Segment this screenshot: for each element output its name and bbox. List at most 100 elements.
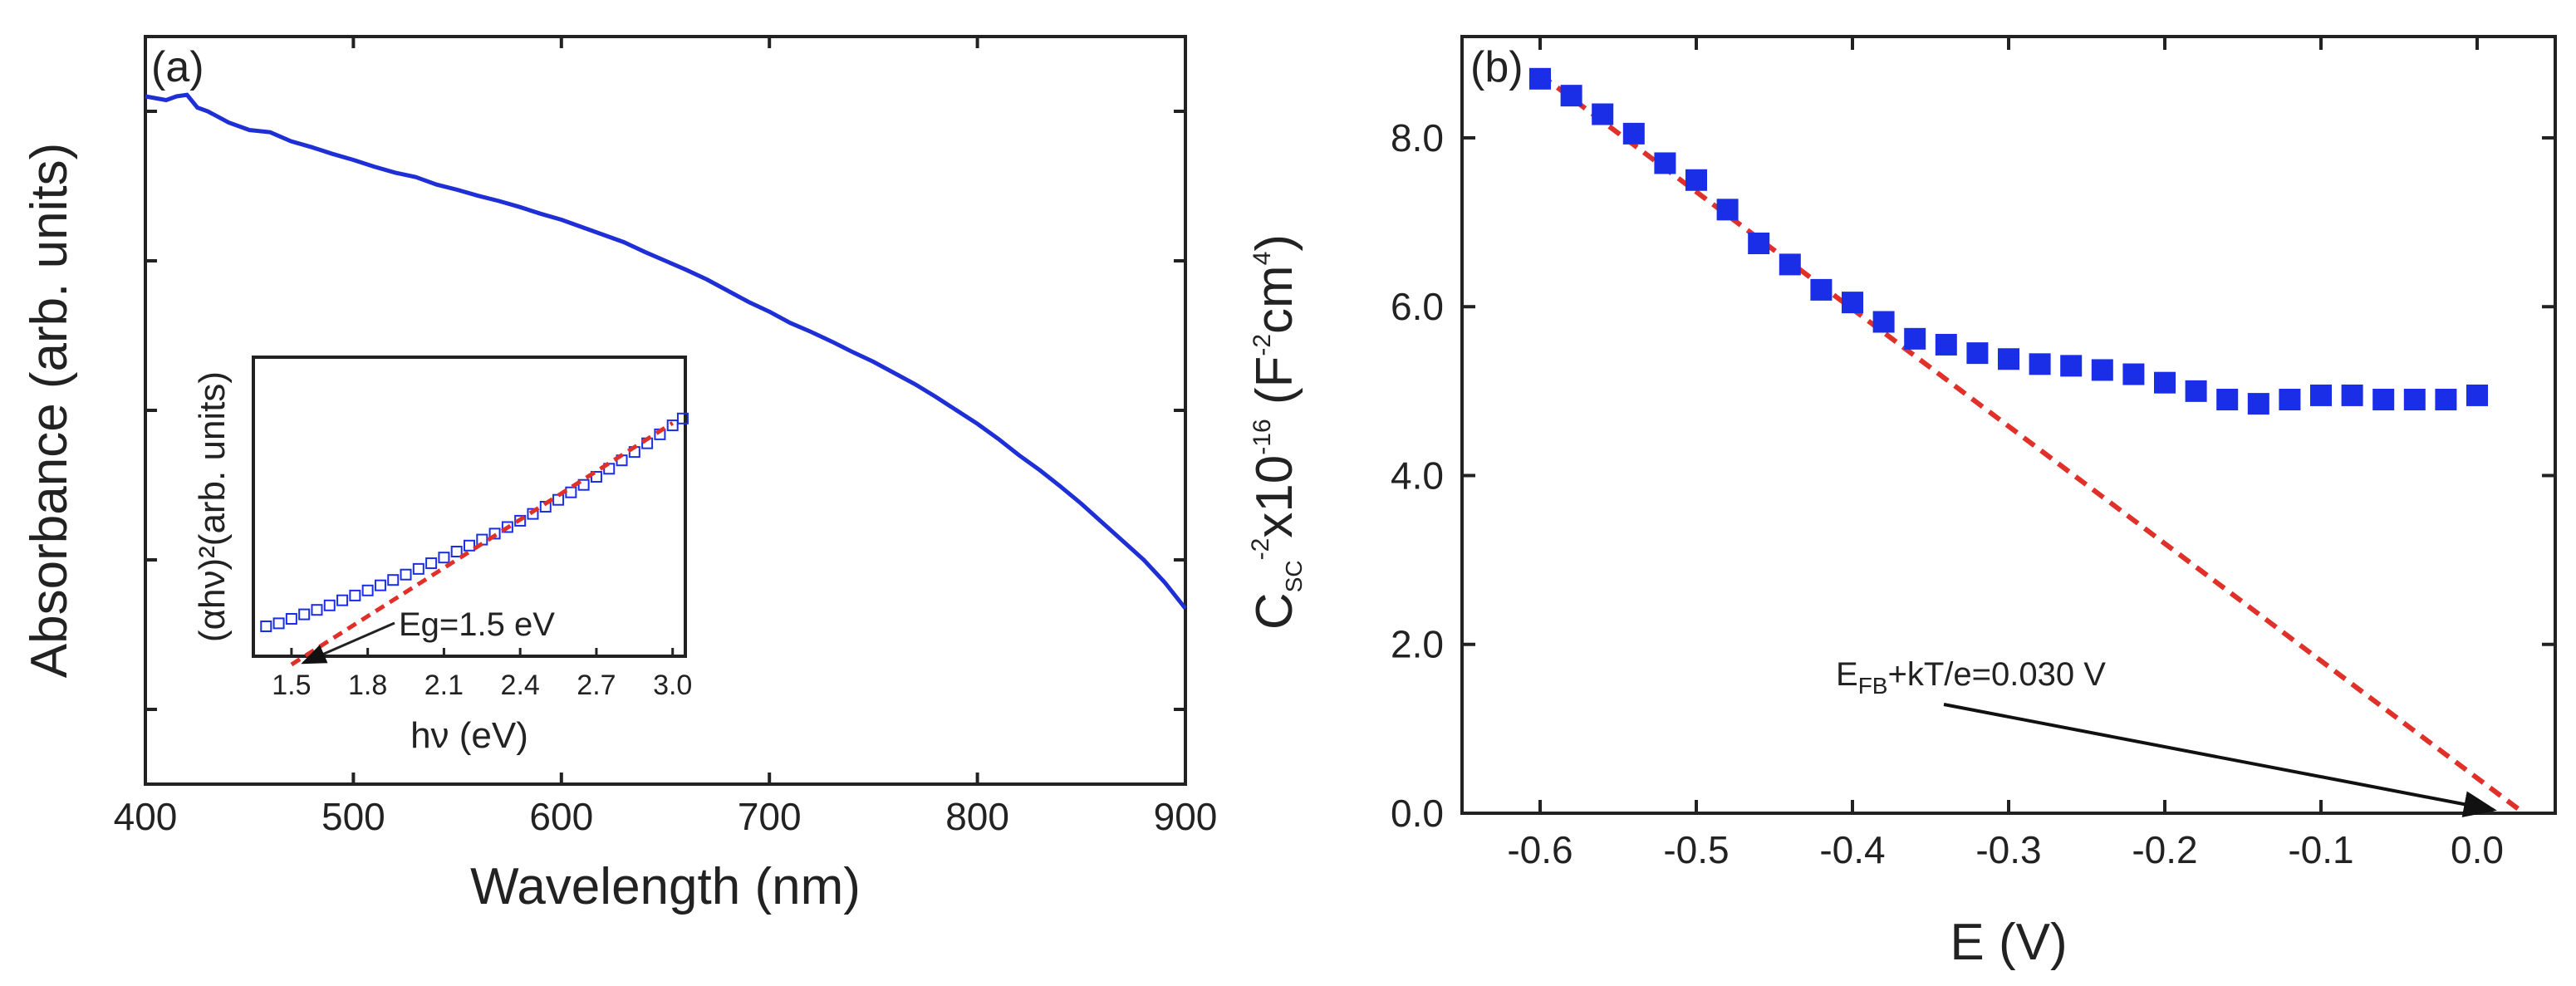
panel-b-x-tick-label: -0.1 (2288, 828, 2353, 871)
panel-b-point (1654, 152, 1676, 174)
panel-b-point (2466, 384, 2488, 406)
panel-b-x-tick-label: -0.3 (1975, 828, 2041, 871)
panel-b-fit-line (1538, 72, 2526, 816)
inset-y-label: (αhν)²(arb. units) (192, 371, 233, 642)
inset-point (349, 589, 361, 601)
panel-b-x-tick-label: 0.0 (2451, 828, 2504, 871)
panel-b-y-ticks: 0.0 2.0 4.0 6.0 8.0 (1391, 116, 2555, 835)
inset-point (676, 412, 689, 424)
panel-a-x-tick-label: 900 (1154, 795, 1218, 838)
panel-b-x-tick-label: -0.2 (2132, 828, 2197, 871)
panel-a-y-label: Absorbance (arb. units) (21, 143, 78, 678)
panel-b-point (1592, 103, 1614, 125)
panel-b-data-points (1529, 67, 2488, 415)
panel-a-x-tick-label: 400 (114, 795, 178, 838)
panel-a-absorbance-line (145, 92, 1187, 611)
inset-point (464, 539, 475, 552)
inset-point (387, 574, 400, 586)
inset-point (527, 508, 539, 520)
inset-data-points (260, 412, 689, 632)
panel-a-x-tick-label: 600 (529, 795, 593, 838)
panel-b-x-tick-label: -0.4 (1819, 828, 1885, 871)
inset-x-tick-label: 2.7 (577, 670, 616, 701)
inset-point (450, 546, 463, 557)
panel-b-point (1966, 342, 1989, 365)
panel-b-point (1998, 348, 2019, 370)
inset-x-ticks: 1.5 1.8 2.1 2.4 2.7 3.0 (272, 648, 692, 701)
panel-b-point (1810, 278, 1833, 301)
inset-point (400, 568, 412, 581)
inset-point (552, 493, 565, 506)
panel-b-point (1748, 232, 1770, 254)
inset-x-tick-label: 1.5 (272, 670, 311, 701)
inset-fit-line (290, 421, 675, 667)
panel-b-y-tick-label: 6.0 (1391, 285, 1444, 328)
panel-b-point (1935, 333, 1957, 356)
panel-b-point (2341, 384, 2363, 406)
panel-b-y-tick-label: 8.0 (1391, 116, 1444, 159)
panel-b-arrow (1943, 703, 2497, 817)
inset-x-tick-label: 2.4 (501, 670, 540, 701)
inset-annotation: Eg=1.5 eV (399, 606, 555, 643)
panel-a-x-tick-label: 700 (738, 795, 802, 838)
panel-a-x-tick-label: 500 (321, 795, 385, 838)
panel-b-point (2216, 389, 2239, 411)
inset-point (488, 527, 501, 540)
inset-point (361, 584, 374, 596)
panel-b-point (1560, 85, 1582, 107)
panel-a-x-label: Wavelength (nm) (470, 858, 861, 915)
inset-point (260, 621, 272, 632)
panel-b-point (1622, 122, 1645, 145)
panel-b-point (1779, 253, 1801, 276)
panel-a-label: (a) (151, 43, 204, 91)
inset-point (285, 613, 297, 625)
panel-b-point (2154, 371, 2176, 394)
panel-a-inset: 1.5 1.8 2.1 2.4 2.7 3.0 Eg=1.5 eV hν (eV) (αh… (192, 356, 692, 756)
panel-b-point (2403, 389, 2426, 411)
inset-arrow (301, 621, 395, 665)
panel-b-y-tick-label: 2.0 (1391, 623, 1444, 666)
panel-b-point (1529, 67, 1551, 90)
panel-b-point (1842, 292, 1863, 314)
panel-b-x-tick-label: -0.5 (1663, 828, 1729, 871)
panel-a-x-ticks: 400 500 600 700 800 900 (114, 37, 1218, 838)
inset-point (666, 419, 679, 432)
panel-b-label: (b) (1470, 43, 1524, 91)
inset-point (374, 579, 386, 591)
inset-point (272, 617, 285, 630)
panel-b-annotation: EFB+kT/e=0.030 V (1836, 656, 2106, 699)
panel-b-x-label: E (V) (1950, 914, 2067, 971)
panel-b-y-label: CSC-2x10-16 (F-2cm4) (1246, 234, 1307, 630)
panel-b-point (2247, 393, 2269, 415)
panel-b-point (1872, 311, 1895, 333)
panel-b-y-tick-label: 4.0 (1391, 454, 1444, 497)
inset-x-tick-label: 3.0 (653, 670, 692, 701)
panel-b-point (2372, 389, 2395, 411)
inset-point (298, 608, 311, 621)
inset-x-label: hν (eV) (410, 715, 528, 756)
inset-point (476, 533, 488, 546)
inset-frame (252, 356, 687, 658)
panel-b-point (1685, 169, 1707, 191)
panel-b-x-tick-label: -0.6 (1507, 828, 1573, 871)
inset-point (565, 486, 577, 498)
inset-point (501, 521, 513, 533)
inset-x-tick-label: 1.8 (348, 670, 387, 701)
inset-point (425, 557, 438, 570)
panel-b: -0.6 -0.5 -0.4 -0.3 -0.2 -0.1 0.0 0.0 2.0 4.0 6.0… (1246, 35, 2557, 971)
panel-b-point (2310, 384, 2332, 406)
panel-b-y-tick-label: 0.0 (1391, 792, 1444, 835)
panel-b-point (1904, 327, 1926, 350)
inset-point (323, 599, 336, 611)
inset-point (311, 604, 323, 616)
inset-x-tick-label: 2.1 (424, 670, 464, 701)
panel-b-point (2060, 355, 2083, 377)
panel-a: 400 500 600 700 800 900 (a) Wavelength (nm) A… (21, 35, 1218, 915)
panel-b-point (1716, 199, 1739, 221)
inset-point (438, 552, 450, 564)
panel-b-point (2279, 389, 2301, 411)
inset-point (412, 562, 424, 575)
panel-b-point (2185, 380, 2207, 402)
panel-b-point (2435, 389, 2457, 411)
